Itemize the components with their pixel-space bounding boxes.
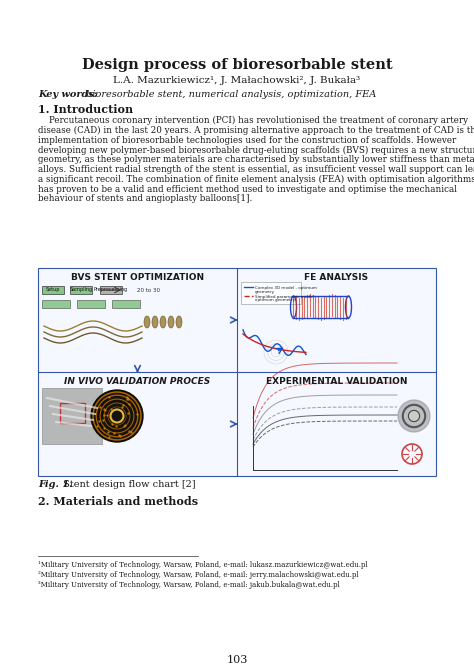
Text: has proven to be a valid and efficient method used to investigate and optimise t: has proven to be a valid and efficient m… [38,185,457,194]
Ellipse shape [160,316,166,328]
Text: behaviour of stents and angioplasty balloons[1].: behaviour of stents and angioplasty ball… [38,194,252,204]
Text: geometry, as these polymer materials are characterised by substantially lower st: geometry, as these polymer materials are… [38,155,474,164]
Ellipse shape [144,316,150,328]
Bar [112,300,140,308]
Ellipse shape [176,316,182,328]
Text: Complex 3D model - optimum: Complex 3D model - optimum [255,286,317,290]
Bar [42,388,102,444]
Text: ²Military University of Technology, Warsaw, Poland, e-mail: jerry.malachowski@wa: ²Military University of Technology, Wars… [38,571,359,579]
Bar [60,403,85,423]
Text: Stent design flow chart [2]: Stent design flow chart [2] [60,480,196,489]
Text: Fig. 1.: Fig. 1. [38,480,73,489]
Bar [42,286,64,294]
Text: ¹Military University of Technology, Warsaw, Poland, e-mail: lukasz.mazurkiewicz@: ¹Military University of Technology, Wars… [38,561,368,569]
Text: L.A. Mazurkiewicz¹, J. Małachowski², J. Bukała³: L.A. Mazurkiewicz¹, J. Małachowski², J. … [113,76,361,85]
Text: Preprocessing: Preprocessing [94,287,128,293]
Text: alloys. Sufficient radial strength of the stent is essential, as insufficient ve: alloys. Sufficient radial strength of th… [38,165,474,174]
Bar [241,282,301,304]
Ellipse shape [152,316,158,328]
Bar [42,300,70,308]
Bar [77,300,105,308]
Text: Simplified parametric model: Simplified parametric model [255,295,314,299]
Text: Sampling: Sampling [69,287,92,293]
Text: Percutaneous coronary intervention (PCI) has revolutionised the treatment of cor: Percutaneous coronary intervention (PCI)… [38,116,468,125]
Circle shape [91,390,143,442]
Text: 103: 103 [226,655,248,665]
Text: IN VIVO VALIDATION PROCES: IN VIVO VALIDATION PROCES [64,377,210,386]
Text: EXPERIMENTAL VALIDATION: EXPERIMENTAL VALIDATION [266,377,407,386]
Text: geometry: geometry [255,290,275,294]
Bar [100,286,122,294]
Text: optimum geometry: optimum geometry [255,298,295,302]
Text: 2. Materials and methods: 2. Materials and methods [38,496,198,507]
Text: Key words:: Key words: [38,90,98,99]
Text: ³Military University of Technology, Warsaw, Poland, e-mail: jakub.bukala@wat.edu: ³Military University of Technology, Wars… [38,581,340,589]
Text: disease (CAD) in the last 20 years. A promising alternative approach to the trea: disease (CAD) in the last 20 years. A pr… [38,126,474,135]
Text: 1. Introduction: 1. Introduction [38,104,133,115]
Text: implementation of bioresorbable technologies used for the construction of scaffo: implementation of bioresorbable technolo… [38,135,456,145]
Text: FE ANALYSIS: FE ANALYSIS [304,273,369,282]
Bar [38,268,436,476]
Text: Setup: Setup [46,287,60,293]
Circle shape [409,411,419,421]
Circle shape [398,400,430,432]
Ellipse shape [168,316,174,328]
Text: Design process of bioresorbable stent: Design process of bioresorbable stent [82,58,392,72]
Text: 20 to 30: 20 to 30 [137,288,160,293]
Bar [70,286,92,294]
Text: bioresorbable stent, numerical analysis, optimization, FEA: bioresorbable stent, numerical analysis,… [83,90,376,99]
Text: developing new polymer-based bioresorbable drug-eluting scaffolds (BVS) requires: developing new polymer-based bioresorbab… [38,145,474,155]
Text: a significant recoil. The combination of finite element analysis (FEA) with opti: a significant recoil. The combination of… [38,175,474,184]
Text: BVS STENT OPTIMIZATION: BVS STENT OPTIMIZATION [71,273,204,282]
